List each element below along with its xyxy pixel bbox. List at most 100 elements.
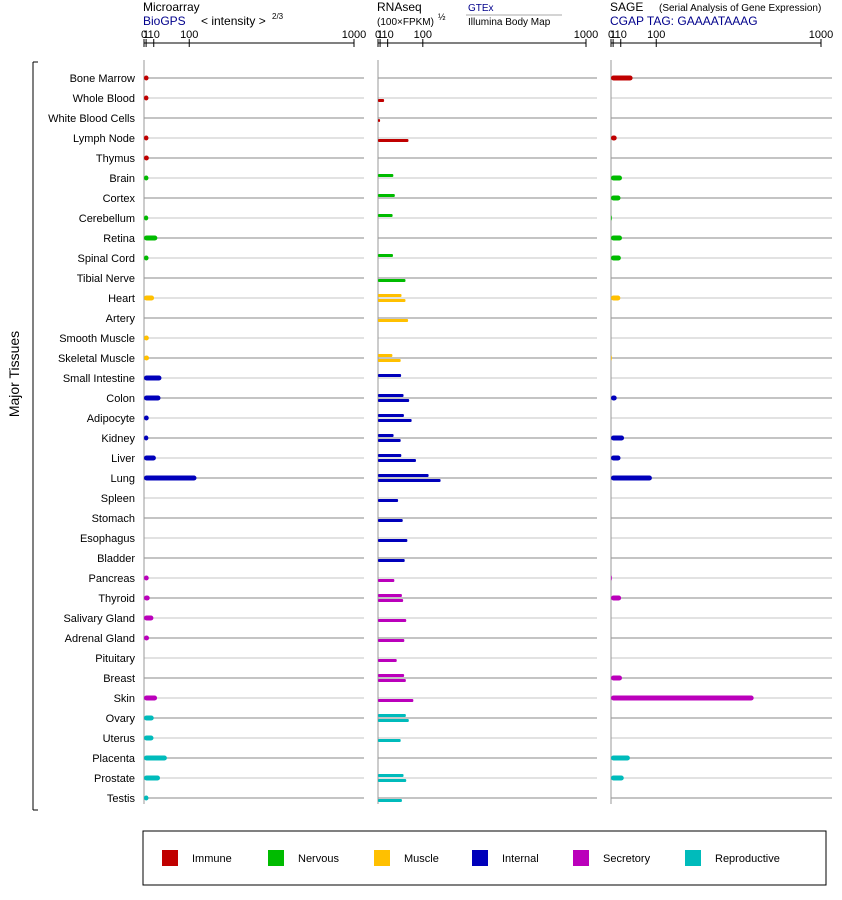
tick-label: 1000 (574, 29, 598, 41)
tissue-label: Colon (106, 393, 135, 405)
tick-label: 0 (608, 29, 614, 41)
unit-label-rnaseq: (100×FPKM) (377, 17, 434, 28)
legend-swatch-nervous (268, 850, 284, 866)
bar-rnaseq-7 (378, 214, 393, 217)
tick-label: 1000 (809, 29, 833, 41)
bar-microarray-33 (144, 735, 154, 741)
tissue-label: Pituitary (95, 653, 135, 665)
tissue-label: Cerebellum (79, 213, 135, 225)
bar-rnaseq-16 (378, 394, 404, 397)
bar-rnaseq-16 (378, 399, 410, 402)
bars (144, 75, 754, 802)
tissue-label: Artery (106, 313, 136, 325)
bar-rnaseq-33 (378, 739, 401, 742)
bar-sage-8 (611, 235, 623, 241)
tick-label: 100 (414, 29, 432, 41)
tissue-label: Salivary Gland (63, 613, 135, 625)
tick-label: 0 (141, 29, 147, 41)
bar-rnaseq-1 (378, 99, 385, 102)
tissue-label: Cortex (103, 193, 136, 205)
gridlines (144, 77, 832, 799)
bar-microarray-32 (144, 715, 154, 721)
bar-microarray-1 (144, 95, 149, 101)
tissue-label: Lymph Node (73, 133, 135, 145)
bar-microarray-14 (144, 355, 150, 361)
bar-rnaseq-12 (378, 319, 409, 322)
panel-title-sage: SAGE (610, 0, 643, 14)
tissue-label: Placenta (92, 753, 136, 765)
panel-subtitle-sage: (Serial Analysis of Gene Expression) (659, 3, 821, 14)
bar-rnaseq-21 (378, 499, 399, 502)
panel-title-microarray: Microarray (143, 0, 200, 14)
tissue-label: Lung (111, 473, 135, 485)
bar-rnaseq-36 (378, 799, 402, 802)
tissue-label: Pancreas (89, 573, 136, 585)
bar-rnaseq-19 (378, 454, 402, 457)
bar-sage-19 (611, 455, 621, 461)
tissue-label: Whole Blood (73, 93, 135, 105)
tick-label: 100 (180, 29, 198, 41)
legend-label-secretory: Secretory (603, 853, 651, 865)
bar-microarray-31 (144, 695, 158, 701)
tick-label: 100 (647, 29, 665, 41)
bar-microarray-36 (144, 795, 149, 801)
bar-microarray-4 (144, 155, 149, 161)
bar-rnaseq-19 (378, 459, 416, 462)
bar-sage-20 (611, 475, 652, 481)
legend-label-muscle: Muscle (404, 853, 439, 865)
tick-label: 1000 (342, 29, 366, 41)
tissue-label: Liver (111, 453, 135, 465)
bar-rnaseq-17 (378, 414, 404, 417)
bar-rnaseq-31 (378, 699, 414, 702)
bar-sage-14 (611, 355, 612, 361)
unit-superscript-microarray: 2/3 (272, 12, 284, 21)
bar-microarray-7 (144, 215, 149, 221)
tissue-label: Brain (109, 173, 135, 185)
bar-microarray-27 (144, 615, 154, 621)
bar-microarray-3 (144, 135, 149, 141)
source-label-biogps: BioGPS (143, 14, 186, 28)
bar-rnaseq-30 (378, 674, 405, 677)
bar-rnaseq-29 (378, 659, 397, 662)
bar-microarray-28 (144, 635, 150, 641)
tissue-label: Heart (108, 293, 135, 305)
legend-swatch-secretory (573, 850, 589, 866)
bar-rnaseq-14 (378, 359, 401, 362)
unit-label-microarray: < intensity > (201, 14, 266, 28)
tick-label: 10 (382, 29, 394, 41)
source-label-illumina: Illumina Body Map (468, 17, 551, 28)
bar-rnaseq-11 (378, 294, 402, 297)
bar-sage-31 (611, 695, 754, 701)
tick-label: 1 (377, 29, 383, 41)
bar-microarray-8 (144, 235, 158, 241)
tissue-labels: Bone Marrow Whole Blood White Blood Cells L… (48, 73, 136, 805)
tissue-label: Bone Marrow (70, 73, 135, 85)
tissue-label: Uterus (103, 733, 136, 745)
bar-rnaseq-20 (378, 479, 441, 482)
bar-sage-30 (611, 675, 623, 681)
bar-rnaseq-18 (378, 439, 401, 442)
bar-microarray-34 (144, 755, 167, 761)
bar-rnaseq-27 (378, 619, 407, 622)
bar-rnaseq-10 (378, 279, 406, 282)
bar-rnaseq-22 (378, 519, 403, 522)
tissue-label: Small Intestine (63, 373, 135, 385)
tissue-label: White Blood Cells (48, 113, 135, 125)
tick-label: 1 (610, 29, 616, 41)
tick-label: 10 (615, 29, 627, 41)
bar-sage-16 (611, 395, 617, 401)
legend-swatch-immune (162, 850, 178, 866)
tissue-label: Breast (103, 673, 135, 685)
bar-microarray-0 (144, 75, 149, 81)
tissue-label: Tibial Nerve (77, 273, 135, 285)
bar-rnaseq-2 (378, 119, 381, 122)
bar-microarray-26 (144, 595, 150, 601)
bar-sage-5 (611, 175, 623, 181)
bar-rnaseq-5 (378, 174, 394, 177)
bar-rnaseq-32 (378, 719, 409, 722)
bar-rnaseq-28 (378, 639, 405, 642)
bar-microarray-5 (144, 175, 149, 181)
bar-sage-9 (611, 255, 621, 261)
